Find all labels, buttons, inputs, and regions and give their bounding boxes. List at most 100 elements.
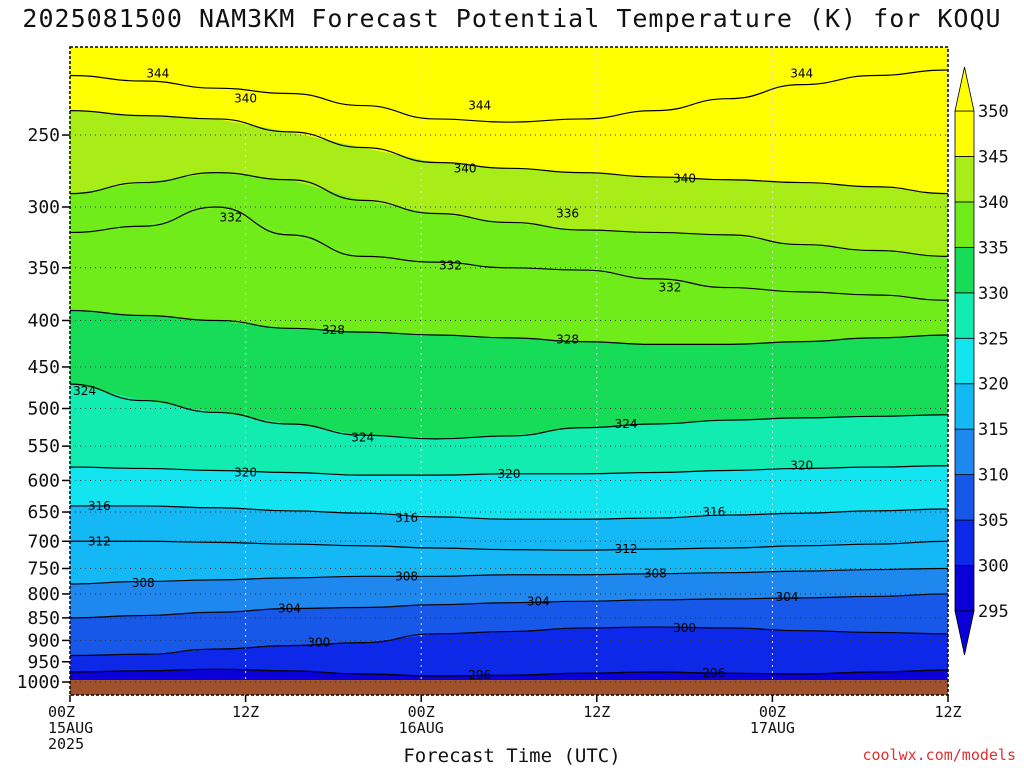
band-fill — [70, 384, 948, 476]
filled-contours — [70, 47, 948, 695]
contour-label: 316 — [702, 505, 725, 519]
contour-label: 320 — [498, 467, 521, 481]
colorbar-band — [954, 110, 975, 157]
contour-label: 344 — [790, 67, 813, 81]
contour-line-308 — [69, 567, 949, 585]
x-tick-label: 15AUG — [48, 719, 93, 737]
contour-label: 308 — [395, 569, 418, 583]
band-fill — [70, 505, 948, 551]
colorbar-band — [954, 428, 975, 476]
contour-line-336 — [69, 172, 949, 257]
y-tick-label: 600 — [27, 470, 60, 491]
colorbar-band — [954, 246, 975, 294]
y-tick-label: 650 — [27, 502, 60, 523]
colorbar-label: 310 — [978, 466, 1009, 486]
band-fill — [70, 627, 948, 676]
contour-line-304 — [69, 593, 949, 619]
contour-label: 324 — [73, 384, 96, 398]
colorbar-band — [954, 383, 975, 430]
y-tick-label: 350 — [27, 258, 60, 279]
contour-label: 344 — [468, 99, 491, 113]
x-tick-label: 12Z — [232, 703, 259, 721]
colorbar-label: 315 — [978, 420, 1009, 440]
y-tick-label: 800 — [27, 584, 60, 605]
contour-label: 300 — [307, 636, 330, 650]
contour-label: 344 — [146, 67, 169, 81]
y-tick-label: 700 — [27, 531, 60, 552]
contour-label: 336 — [556, 206, 579, 220]
colorbar-band — [954, 201, 975, 248]
colorbar: 350 345 340 335 330 325 320 315 310 305 300 295 — [954, 66, 1009, 656]
colorbar-label: 300 — [978, 557, 1009, 577]
colorbar-band — [954, 292, 975, 339]
contour-label: 312 — [615, 542, 638, 556]
contour-label: 340 — [234, 92, 257, 106]
contour-labels: 344 340 344 344 340 340 336 332 332 332 328 328 324 3… — [73, 67, 813, 682]
y-tick-label: 750 — [27, 558, 60, 579]
band-fill — [70, 594, 948, 656]
colorbar-label: 320 — [978, 375, 1009, 395]
contour-label: 312 — [88, 534, 111, 548]
band-fill — [70, 568, 948, 618]
contour-label: 320 — [790, 459, 813, 473]
x-axis-label: Forecast Time (UTC) — [403, 745, 621, 767]
contour-line-312 — [70, 540, 949, 551]
y-tick-label: 900 — [27, 630, 60, 651]
colorbar-label: 295 — [978, 602, 1009, 622]
contour-label: 332 — [439, 259, 462, 273]
x-tick-label: 12Z — [583, 703, 610, 721]
contour-label: 332 — [220, 210, 243, 224]
colorbar-extend-bottom — [954, 610, 975, 656]
contour-label: 304 — [278, 601, 301, 615]
contour-line-296 — [69, 668, 949, 677]
band-fill — [70, 110, 948, 257]
contour-label: 340 — [673, 171, 696, 185]
contour-lines — [69, 69, 949, 677]
colorbar-band — [954, 337, 975, 385]
contour-label: 324 — [615, 417, 638, 431]
contour-line-344 — [69, 69, 949, 123]
x-tick-label: 12Z — [934, 703, 961, 721]
band-fill — [70, 70, 948, 194]
contour-line-320 — [69, 465, 949, 476]
y-tick-label: 450 — [27, 357, 60, 378]
credit-link[interactable]: coolwx.com/models — [862, 746, 1016, 764]
band-fill — [70, 172, 948, 301]
x-tick-label: 00Z — [408, 703, 435, 721]
axes: 2503003504004505005506006507007508008509… — [17, 46, 962, 753]
contour-label: 296 — [702, 666, 725, 680]
colorbar-label: 345 — [978, 147, 1009, 167]
y-tick-label: 950 — [27, 652, 60, 673]
contour-line-316 — [69, 505, 949, 520]
contour-label: 308 — [644, 567, 667, 581]
contour-line-324 — [69, 383, 949, 440]
band-fill — [70, 310, 948, 439]
colorbar-band — [954, 474, 975, 521]
y-tick-label: 400 — [27, 310, 60, 331]
chart-title: 2025081500 NAM3KM Forecast Potential Tem… — [22, 4, 1002, 33]
y-tick-label: 250 — [27, 125, 60, 146]
colorbar-band — [954, 565, 975, 612]
band-fill — [70, 465, 948, 520]
contour-label: 328 — [322, 323, 345, 337]
x-tick-label: 00Z — [48, 703, 75, 721]
contour-label: 316 — [88, 499, 111, 513]
colorbar-label: 305 — [978, 511, 1009, 531]
contour-label: 308 — [132, 576, 155, 590]
colorbar-label: 350 — [978, 102, 1009, 122]
band-fill — [70, 541, 948, 584]
colorbar-label: 330 — [978, 284, 1009, 304]
y-tick-label: 850 — [27, 608, 60, 629]
y-tick-label: 300 — [27, 197, 60, 218]
contour-label: 296 — [468, 668, 491, 682]
contour-line-332 — [69, 206, 949, 301]
y-tick-label: 1000 — [17, 672, 60, 693]
x-tick-label: 17AUG — [750, 719, 795, 737]
contour-label: 320 — [234, 465, 257, 479]
colorbar-label: 325 — [978, 329, 1009, 349]
x-tick-label: 16AUG — [399, 719, 444, 737]
contour-label: 304 — [527, 594, 550, 608]
contour-label: 300 — [673, 621, 696, 635]
contour-line-300 — [69, 626, 949, 657]
